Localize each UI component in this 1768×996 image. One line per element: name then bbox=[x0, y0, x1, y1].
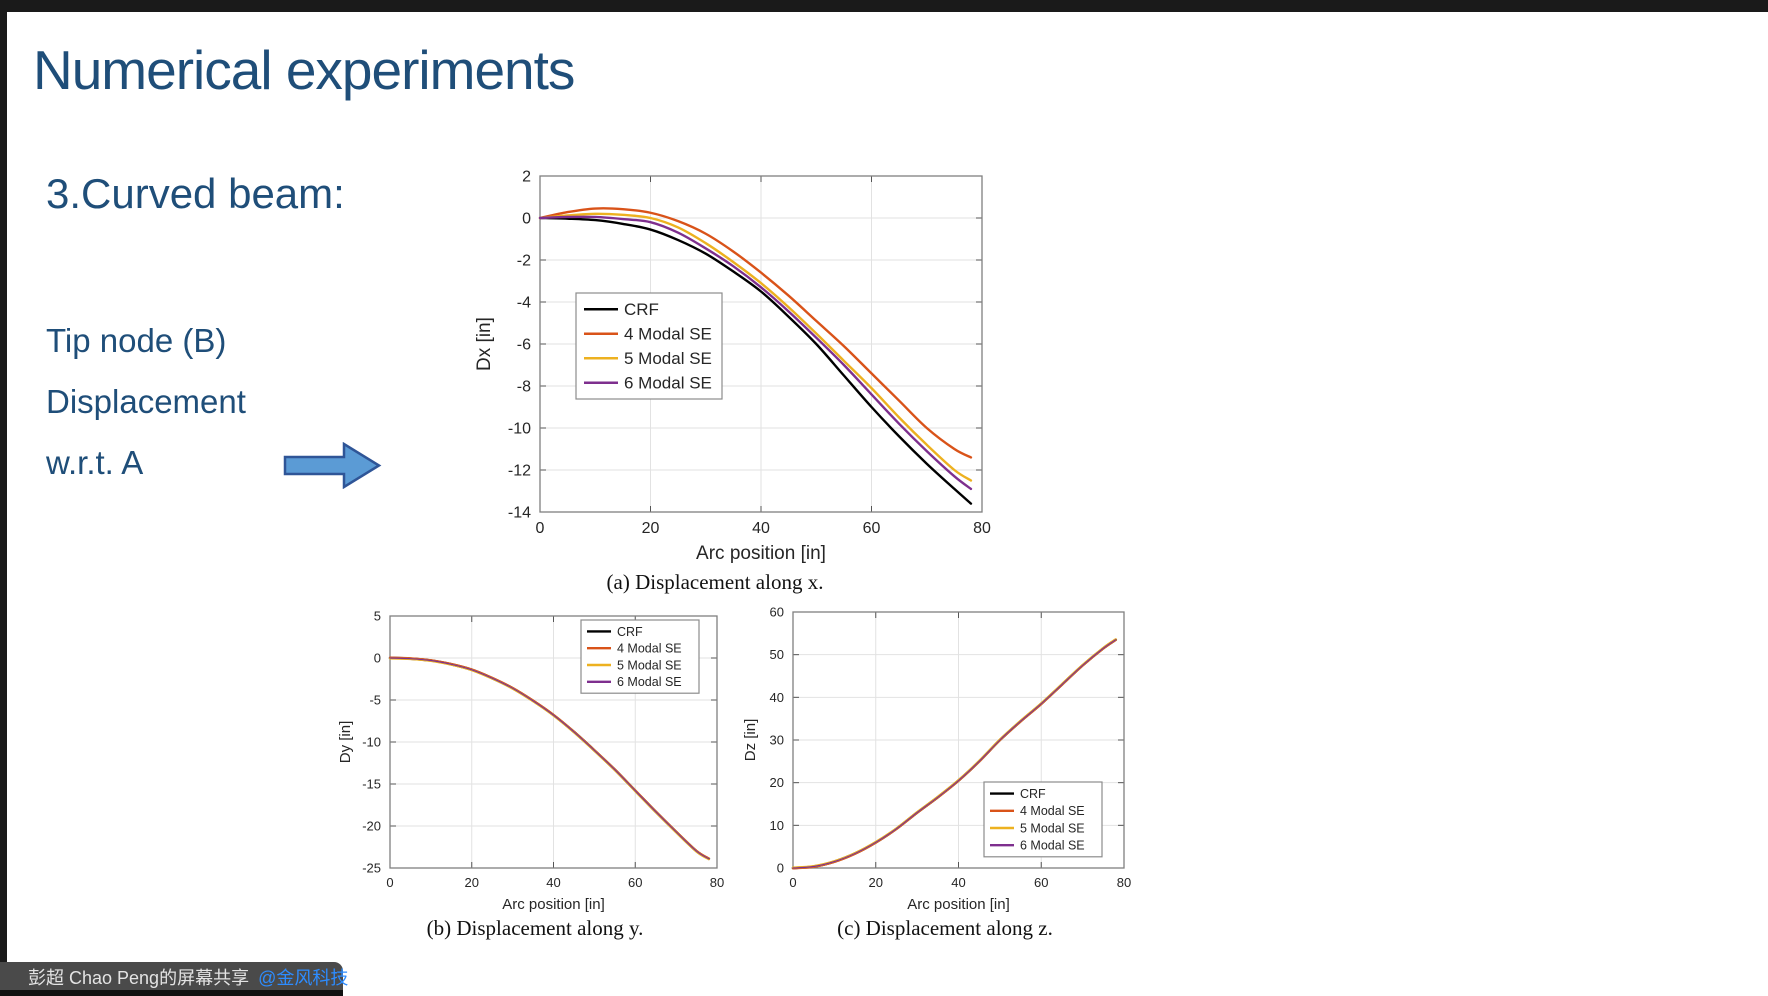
svg-text:60: 60 bbox=[628, 875, 642, 890]
svg-text:20: 20 bbox=[869, 875, 883, 890]
svg-text:Dy [in]: Dy [in] bbox=[337, 721, 354, 764]
share-bar-bottom-strip bbox=[0, 990, 343, 996]
svg-text:-4: -4 bbox=[517, 295, 531, 312]
right-arrow-icon bbox=[283, 442, 382, 489]
svg-text:0: 0 bbox=[536, 520, 545, 537]
svg-text:0: 0 bbox=[386, 875, 393, 890]
svg-text:20: 20 bbox=[465, 875, 479, 890]
svg-text:2: 2 bbox=[522, 169, 531, 186]
svg-text:-25: -25 bbox=[362, 861, 381, 876]
svg-text:5 Modal SE: 5 Modal SE bbox=[624, 349, 712, 368]
svg-text:Dz [in]: Dz [in] bbox=[742, 719, 759, 762]
svg-text:80: 80 bbox=[1117, 875, 1131, 890]
svg-text:CRF: CRF bbox=[617, 625, 643, 639]
presenter-name-text: 彭超 Chao Peng的屏幕共享 bbox=[28, 967, 250, 988]
note-line-tip-node: Tip node (B) bbox=[46, 322, 227, 359]
svg-text:5 Modal SE: 5 Modal SE bbox=[1020, 821, 1085, 835]
watermark-link: @金风科技 bbox=[258, 967, 349, 988]
svg-text:60: 60 bbox=[863, 520, 881, 537]
svg-text:10: 10 bbox=[770, 818, 784, 833]
svg-text:-8: -8 bbox=[517, 379, 531, 396]
note-line-displacement: Displacement bbox=[46, 383, 246, 420]
svg-text:-14: -14 bbox=[508, 505, 531, 522]
svg-text:40: 40 bbox=[752, 520, 770, 537]
svg-text:20: 20 bbox=[642, 520, 660, 537]
svg-text:-2: -2 bbox=[517, 253, 531, 270]
page-title: Numerical experiments bbox=[33, 39, 575, 101]
svg-text:40: 40 bbox=[546, 875, 560, 890]
svg-text:4 Modal SE: 4 Modal SE bbox=[1020, 804, 1085, 818]
chart-displacement-z: 0 20 40 60 80 0 10 20 30 40 50 60 Arc position [in] D… bbox=[742, 605, 1131, 913]
svg-text:Arc position [in]: Arc position [in] bbox=[907, 896, 1010, 913]
svg-text:80: 80 bbox=[710, 875, 724, 890]
svg-text:60: 60 bbox=[1034, 875, 1048, 890]
left-black-border bbox=[0, 0, 7, 996]
svg-text:5 Modal SE: 5 Modal SE bbox=[617, 658, 682, 672]
svg-text:30: 30 bbox=[770, 733, 784, 748]
svg-text:0: 0 bbox=[374, 651, 381, 666]
svg-text:6 Modal SE: 6 Modal SE bbox=[624, 374, 712, 393]
svg-text:50: 50 bbox=[770, 647, 784, 662]
svg-text:5: 5 bbox=[374, 609, 381, 624]
svg-text:80: 80 bbox=[973, 520, 991, 537]
screen-share-status-bar[interactable]: 彭超 Chao Peng的屏幕共享 @金风科技 bbox=[0, 962, 348, 991]
svg-text:-6: -6 bbox=[517, 337, 531, 354]
svg-text:4 Modal SE: 4 Modal SE bbox=[624, 325, 712, 344]
svg-text:0: 0 bbox=[522, 211, 531, 228]
svg-text:-5: -5 bbox=[369, 693, 381, 708]
svg-text:40: 40 bbox=[951, 875, 965, 890]
top-black-bar bbox=[0, 0, 1768, 12]
svg-text:20: 20 bbox=[770, 775, 784, 790]
svg-text:Dx [in]: Dx [in] bbox=[474, 317, 495, 371]
svg-text:Arc position [in]: Arc position [in] bbox=[696, 543, 826, 564]
svg-text:CRF: CRF bbox=[624, 300, 659, 319]
section-heading: 3.Curved beam: bbox=[46, 170, 345, 217]
svg-text:-15: -15 bbox=[362, 777, 381, 792]
svg-text:-10: -10 bbox=[362, 735, 381, 750]
svg-text:60: 60 bbox=[770, 605, 784, 620]
caption-chart-a: (a) Displacement along x. bbox=[606, 570, 824, 594]
svg-text:0: 0 bbox=[777, 861, 784, 876]
svg-text:6 Modal SE: 6 Modal SE bbox=[1020, 839, 1085, 853]
svg-text:4 Modal SE: 4 Modal SE bbox=[617, 642, 682, 656]
svg-text:-20: -20 bbox=[362, 819, 381, 834]
svg-text:CRF: CRF bbox=[1020, 787, 1046, 801]
svg-text:Arc position [in]: Arc position [in] bbox=[502, 896, 605, 913]
svg-text:-12: -12 bbox=[508, 463, 531, 480]
caption-chart-c: (c) Displacement along z. bbox=[837, 916, 1053, 940]
svg-text:-10: -10 bbox=[508, 421, 531, 438]
chart-displacement-y: 0 20 40 60 80 5 0 -5 -10 -15 -20 -25 Arc position [i… bbox=[337, 609, 724, 913]
svg-text:0: 0 bbox=[789, 875, 796, 890]
svg-text:6 Modal SE: 6 Modal SE bbox=[617, 675, 682, 689]
svg-text:40: 40 bbox=[770, 690, 784, 705]
note-line-wrt-a: w.r.t. A bbox=[46, 444, 144, 481]
caption-chart-b: (b) Displacement along y. bbox=[426, 916, 644, 940]
